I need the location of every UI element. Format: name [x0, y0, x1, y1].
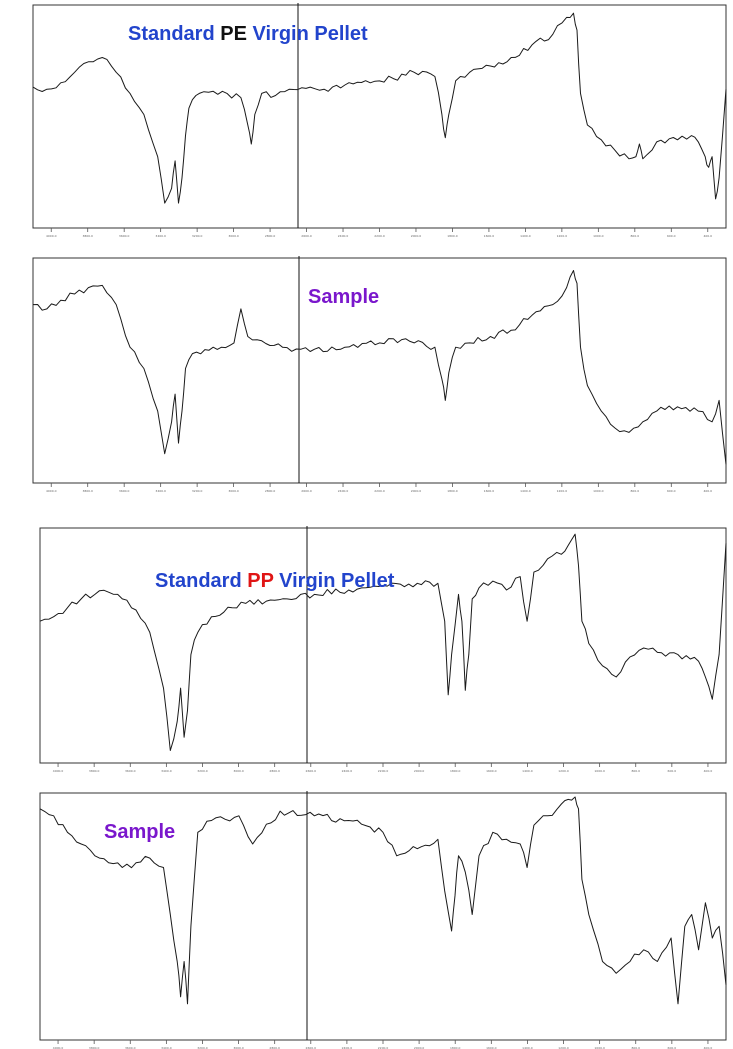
x-tick-label: 800.0	[631, 769, 640, 773]
chart-title-part: Virgin Pellet	[274, 570, 395, 592]
x-tick-label: 2600.0	[301, 489, 312, 493]
x-tick-label: 1000.0	[593, 234, 604, 238]
x-tick-label: 4000.0	[53, 769, 64, 773]
x-tick-label: 1600.0	[486, 769, 497, 773]
x-tick-label: 4000.0	[46, 489, 57, 493]
chart-title-part: Standard	[128, 23, 220, 45]
x-tick-label: 3200.0	[197, 1046, 208, 1049]
x-tick-label: 2800.0	[265, 234, 276, 238]
x-tick-label: 2400.0	[338, 489, 349, 493]
x-tick-label: 600.0	[667, 234, 676, 238]
spectrum-line	[32, 270, 727, 465]
chart-pe-standard: 4000.0 3800.0 3600.0 3400.0 3200.0 3000.0 2800…	[32, 3, 727, 238]
x-tick-label: 1400.0	[522, 769, 533, 773]
chart-pe-sample: 4000.0 3800.0 3600.0 3400.0 3200.0 3000.0 2800…	[32, 256, 727, 493]
x-tick-label: 4000.0	[46, 234, 57, 238]
x-tick-label: 2600.0	[301, 234, 312, 238]
x-tick-label: 800.0	[631, 489, 640, 493]
chart-title-part: Sample	[104, 821, 175, 843]
x-tick-label: 3400.0	[155, 234, 166, 238]
x-tick-label: 2000.0	[411, 489, 422, 493]
x-tick-label: 1800.0	[450, 1046, 461, 1049]
x-tick-label: 2400.0	[342, 1046, 353, 1049]
x-tick-label: 1200.0	[557, 234, 568, 238]
x-tick-label: 3800.0	[82, 489, 93, 493]
x-tick-label: 400.0	[703, 489, 712, 493]
x-tick-label: 3400.0	[155, 489, 166, 493]
x-tick-label: 2600.0	[306, 769, 317, 773]
x-tick-label: 1000.0	[594, 769, 605, 773]
chart-pp-standard: 4000.0 3800.0 3600.0 3400.0 3200.0 3000.0 2800…	[39, 526, 727, 773]
x-tick-label: 1600.0	[486, 1046, 497, 1049]
x-tick-label: 2800.0	[265, 489, 276, 493]
chart-title-part: Standard	[155, 570, 247, 592]
x-tick-label: 3000.0	[233, 769, 244, 773]
x-tick-label: 400.0	[704, 1046, 713, 1049]
x-tick-label: 2000.0	[414, 769, 425, 773]
x-tick-label: 1600.0	[484, 489, 495, 493]
x-tick-label: 1800.0	[447, 489, 458, 493]
x-tick-label: 2400.0	[338, 234, 349, 238]
x-tick-label: 3200.0	[197, 769, 208, 773]
x-tick-label: 2400.0	[342, 769, 353, 773]
chart-pp-sample: 4000.0 3800.0 3600.0 3400.0 3200.0 3000.0 2800…	[39, 791, 727, 1049]
plot-frame	[39, 527, 727, 764]
spectrum-line	[39, 533, 727, 751]
x-tick-label: 1200.0	[557, 489, 568, 493]
x-tick-label: 2000.0	[411, 234, 422, 238]
x-tick-label: 600.0	[667, 489, 676, 493]
x-tick-label: 800.0	[631, 234, 640, 238]
x-tick-label: 3800.0	[82, 234, 93, 238]
x-tick-label: 1800.0	[450, 769, 461, 773]
x-tick-label: 2200.0	[378, 769, 389, 773]
x-tick-label: 2200.0	[374, 234, 385, 238]
x-tick-label: 1200.0	[558, 1046, 569, 1049]
chart-title: Sample	[104, 821, 175, 843]
chart-title-part: Sample	[308, 286, 379, 308]
x-tick-label: 3800.0	[89, 769, 100, 773]
x-tick-label: 2200.0	[374, 489, 385, 493]
chart-title-part: Virgin Pellet	[247, 23, 368, 45]
x-tick-label: 1600.0	[484, 234, 495, 238]
x-tick-label: 1000.0	[593, 489, 604, 493]
x-tick-label: 600.0	[668, 769, 677, 773]
x-tick-label: 1400.0	[522, 1046, 533, 1049]
x-tick-label: 2200.0	[378, 1046, 389, 1049]
x-tick-label: 2600.0	[306, 1046, 317, 1049]
x-tick-label: 3000.0	[233, 1046, 244, 1049]
x-tick-label: 3200.0	[192, 489, 203, 493]
chart-title: Standard PE Virgin Pellet	[128, 23, 368, 45]
chart-title-part: PP	[247, 570, 273, 592]
x-tick-label: 600.0	[668, 1046, 677, 1049]
x-tick-label: 2800.0	[269, 769, 280, 773]
chart-title-part: PE	[220, 23, 247, 45]
x-tick-label: 3600.0	[125, 769, 136, 773]
x-tick-label: 3400.0	[161, 769, 172, 773]
x-tick-label: 3400.0	[161, 1046, 172, 1049]
x-tick-label: 1200.0	[558, 769, 569, 773]
x-tick-label: 1400.0	[520, 234, 531, 238]
plot-frame	[32, 257, 727, 484]
x-tick-label: 3600.0	[125, 1046, 136, 1049]
spectrum-line	[39, 796, 727, 1005]
chart-title: Standard PP Virgin Pellet	[155, 570, 395, 592]
x-tick-label: 2000.0	[414, 1046, 425, 1049]
x-tick-label: 3200.0	[192, 234, 203, 238]
x-tick-label: 3000.0	[228, 234, 239, 238]
x-tick-label: 800.0	[631, 1046, 640, 1049]
x-tick-label: 3600.0	[119, 234, 130, 238]
spectrum-line	[32, 12, 727, 204]
x-tick-label: 2800.0	[269, 1046, 280, 1049]
x-tick-label: 1400.0	[520, 489, 531, 493]
x-tick-label: 400.0	[704, 769, 713, 773]
x-tick-label: 400.0	[703, 234, 712, 238]
x-tick-label: 1800.0	[447, 234, 458, 238]
x-tick-label: 3800.0	[89, 1046, 100, 1049]
x-tick-label: 3000.0	[228, 489, 239, 493]
chart-title: Sample	[308, 286, 379, 308]
x-tick-label: 1000.0	[594, 1046, 605, 1049]
x-tick-label: 4000.0	[53, 1046, 64, 1049]
x-tick-label: 3600.0	[119, 489, 130, 493]
